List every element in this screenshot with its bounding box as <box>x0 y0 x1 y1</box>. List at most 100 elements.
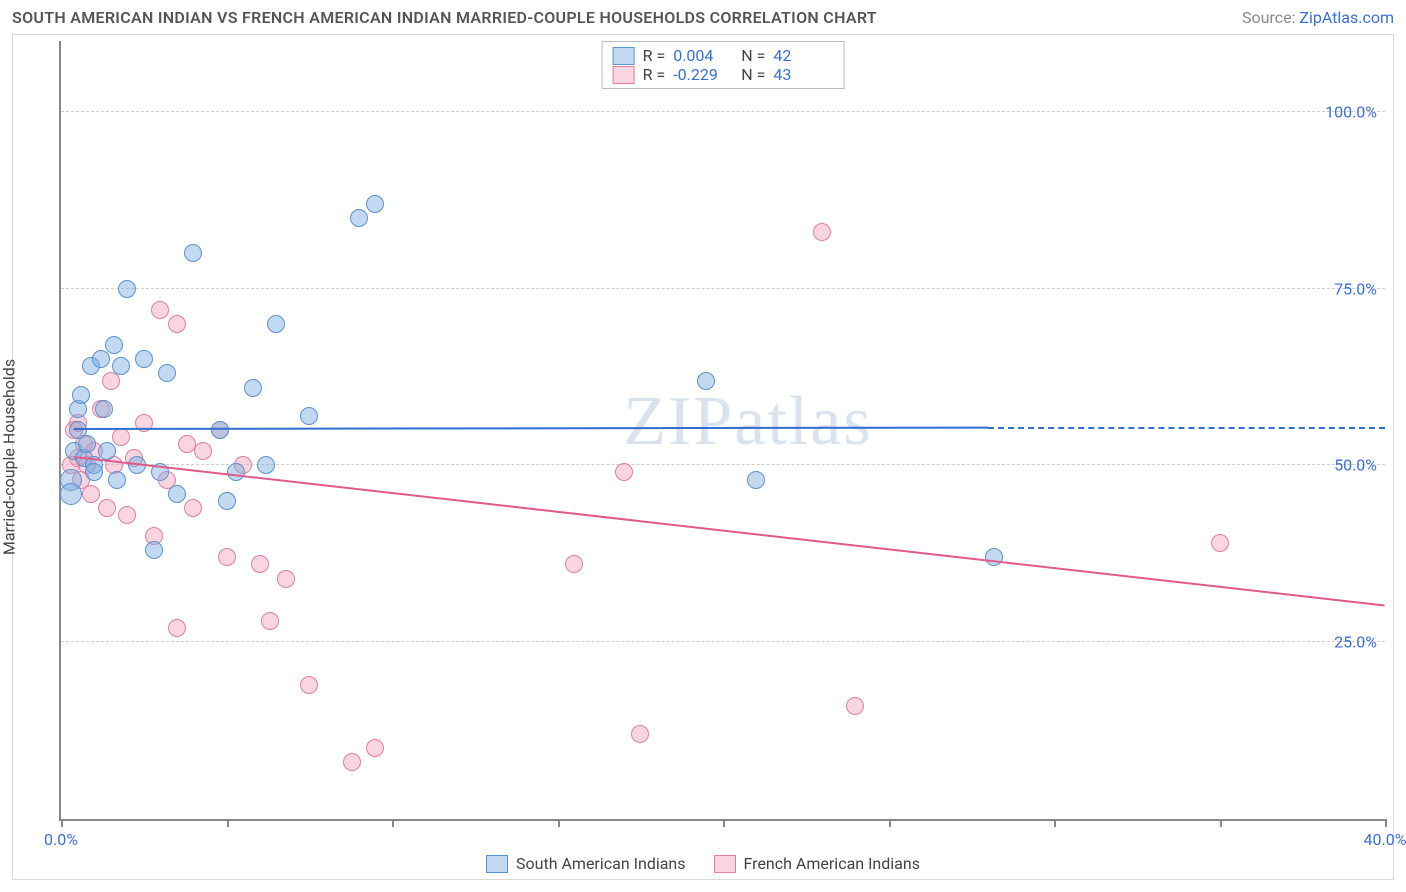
scatter-point-blue <box>257 456 275 474</box>
x-tick <box>227 819 229 827</box>
r-value-blue: 0.004 <box>673 46 733 65</box>
scatter-point-pink <box>151 301 169 319</box>
y-tick-label: 100.0% <box>1325 102 1377 121</box>
x-tick <box>723 819 725 827</box>
scatter-point-blue <box>118 280 136 298</box>
scatter-point-blue <box>135 350 153 368</box>
x-tick <box>558 819 560 827</box>
x-tick <box>392 819 394 827</box>
watermark: ZIPatlas <box>623 382 872 462</box>
scatter-point-pink <box>631 725 649 743</box>
scatter-point-blue <box>60 483 82 505</box>
scatter-point-pink <box>615 463 633 481</box>
scatter-point-pink <box>168 315 186 333</box>
correlation-row-blue: R = 0.004 N = 42 <box>613 46 834 65</box>
scatter-point-blue <box>78 435 96 453</box>
legend-label-pink: French American Indians <box>744 854 920 873</box>
scatter-point-pink <box>261 612 279 630</box>
scatter-point-blue <box>267 315 285 333</box>
scatter-point-pink <box>565 555 583 573</box>
scatter-point-blue <box>112 357 130 375</box>
scatter-point-blue <box>92 350 110 368</box>
trend-line <box>74 427 988 430</box>
legend-label-blue: South American Indians <box>516 854 686 873</box>
scatter-point-blue <box>211 421 229 439</box>
scatter-point-pink <box>251 555 269 573</box>
scatter-point-pink <box>1211 534 1229 552</box>
r-label: R = <box>643 65 666 84</box>
legend-item-pink: French American Indians <box>714 854 920 873</box>
n-value-pink: 43 <box>773 65 833 84</box>
x-tick <box>1220 819 1222 827</box>
scatter-point-pink <box>846 697 864 715</box>
chart-title: SOUTH AMERICAN INDIAN VS FRENCH AMERICAN… <box>12 8 877 27</box>
scatter-point-blue <box>697 372 715 390</box>
scatter-point-blue <box>244 379 262 397</box>
scatter-point-blue <box>300 407 318 425</box>
scatter-point-blue <box>168 485 186 503</box>
scatter-point-blue <box>158 364 176 382</box>
scatter-point-pink <box>178 435 196 453</box>
plot-area: ZIPatlas R = 0.004 N = 42 R = -0.229 N =… <box>59 41 1385 821</box>
scatter-point-pink <box>168 619 186 637</box>
y-tick-label: 50.0% <box>1334 456 1377 475</box>
x-tick-label: 40.0% <box>1364 830 1406 849</box>
n-value-blue: 42 <box>773 46 833 65</box>
swatch-pink <box>613 66 635 84</box>
scatter-point-pink <box>82 485 100 503</box>
swatch-blue <box>613 47 635 65</box>
legend-item-blue: South American Indians <box>486 854 686 873</box>
scatter-point-pink <box>277 570 295 588</box>
scatter-point-blue <box>985 548 1003 566</box>
scatter-point-blue <box>72 386 90 404</box>
scatter-point-pink <box>194 442 212 460</box>
x-tick-label: 0.0% <box>44 830 78 849</box>
scatter-point-blue <box>350 209 368 227</box>
x-tick <box>889 819 891 827</box>
n-label: N = <box>741 65 765 84</box>
y-tick-label: 75.0% <box>1334 279 1377 298</box>
swatch-pink <box>714 855 736 873</box>
scatter-point-blue <box>218 492 236 510</box>
scatter-point-blue <box>184 244 202 262</box>
y-tick-label: 25.0% <box>1334 633 1377 652</box>
x-tick <box>1054 819 1056 827</box>
scatter-point-blue <box>85 463 103 481</box>
trend-line <box>988 427 1385 429</box>
scatter-point-pink <box>813 223 831 241</box>
source-link[interactable]: ZipAtlas.com <box>1299 8 1394 27</box>
r-value-pink: -0.229 <box>673 65 733 84</box>
gridline <box>61 641 1385 642</box>
scatter-point-pink <box>343 753 361 771</box>
x-tick <box>61 819 63 827</box>
y-axis-label: Married-couple Households <box>0 359 19 555</box>
scatter-point-blue <box>98 442 116 460</box>
scatter-point-blue <box>145 541 163 559</box>
scatter-point-pink <box>98 499 116 517</box>
scatter-point-blue <box>108 471 126 489</box>
gridline <box>61 288 1385 289</box>
series-legend: South American Indians French American I… <box>13 854 1393 873</box>
scatter-point-pink <box>300 676 318 694</box>
correlation-row-pink: R = -0.229 N = 43 <box>613 65 834 84</box>
source-attribution: Source: ZipAtlas.com <box>1242 8 1394 27</box>
gridline <box>61 111 1385 112</box>
correlation-legend: R = 0.004 N = 42 R = -0.229 N = 43 <box>602 41 845 89</box>
scatter-point-blue <box>366 195 384 213</box>
swatch-blue <box>486 855 508 873</box>
scatter-point-pink <box>118 506 136 524</box>
scatter-point-blue <box>105 336 123 354</box>
r-label: R = <box>643 46 666 65</box>
scatter-point-pink <box>112 428 130 446</box>
scatter-point-pink <box>218 548 236 566</box>
chart-container: Married-couple Households ZIPatlas R = 0… <box>12 34 1394 880</box>
scatter-point-blue <box>95 400 113 418</box>
x-tick <box>1385 819 1387 827</box>
n-label: N = <box>741 46 765 65</box>
scatter-point-pink <box>184 499 202 517</box>
scatter-point-pink <box>366 739 384 757</box>
scatter-point-blue <box>747 471 765 489</box>
source-prefix: Source: <box>1242 8 1299 27</box>
scatter-point-blue <box>227 463 245 481</box>
trend-line <box>74 456 1385 607</box>
